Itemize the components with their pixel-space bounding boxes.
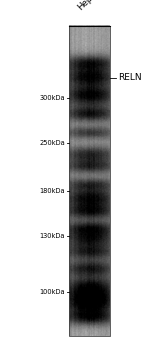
Text: RELN: RELN: [118, 73, 141, 82]
Text: 250kDa: 250kDa: [39, 140, 65, 146]
Text: 100kDa: 100kDa: [40, 288, 65, 295]
Text: 130kDa: 130kDa: [40, 233, 65, 239]
Text: 300kDa: 300kDa: [40, 95, 65, 101]
Text: 180kDa: 180kDa: [40, 188, 65, 195]
Text: HepG2: HepG2: [76, 0, 103, 12]
Bar: [69, 26, 110, 336]
